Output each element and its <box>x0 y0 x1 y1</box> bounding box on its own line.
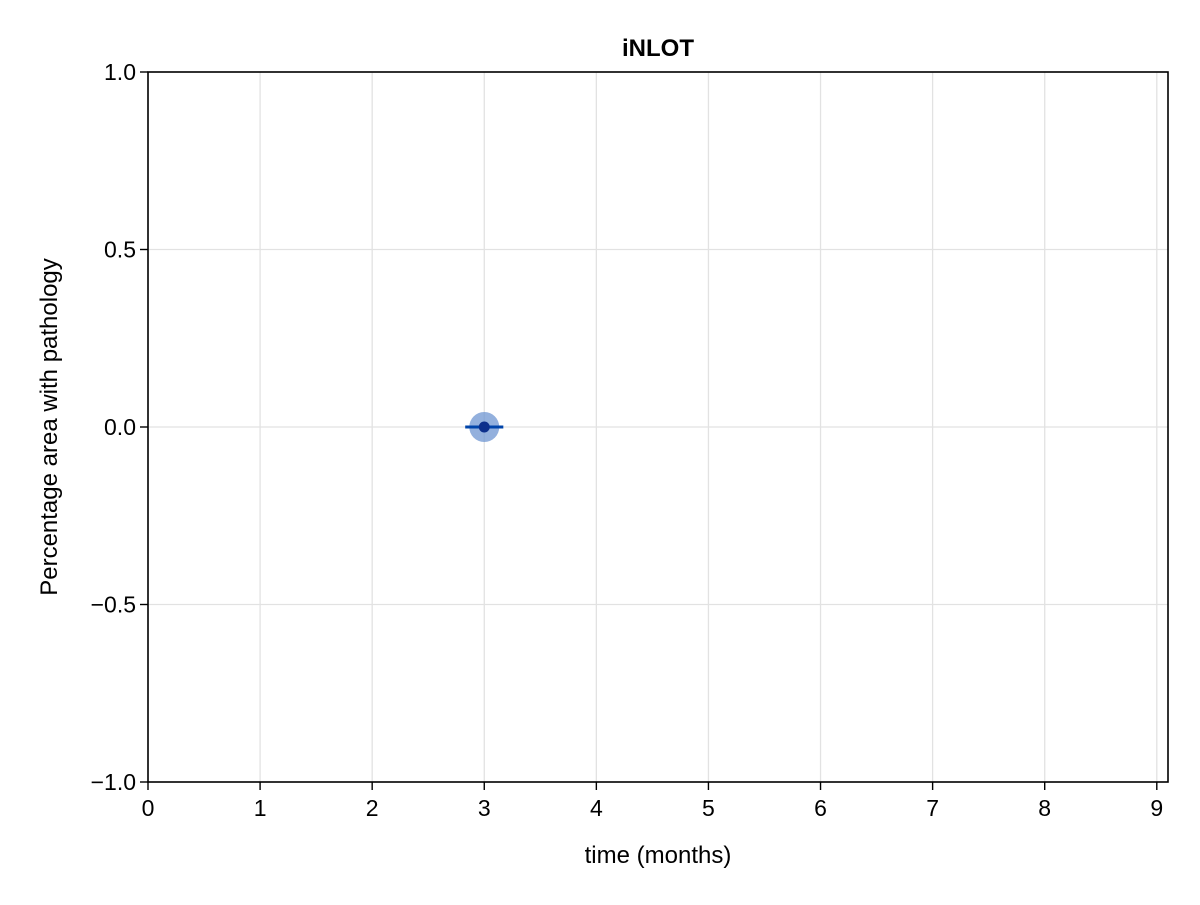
y-tick-label: 0.0 <box>104 414 136 440</box>
x-tick-label: 0 <box>142 795 155 821</box>
y-tick-label: 0.5 <box>104 237 136 263</box>
x-tick-label: 6 <box>814 795 827 821</box>
grid <box>147 71 1168 783</box>
chart-title: iNLOT <box>622 35 694 62</box>
ticks: 0 1 2 3 4 5 6 7 8 9 −1.0 −0.5 0.0 0.5 1.0 <box>91 59 1164 821</box>
x-tick-label: 1 <box>254 795 267 821</box>
x-tick-label: 3 <box>478 795 491 821</box>
x-tick-label: 7 <box>926 795 939 821</box>
x-tick-label: 9 <box>1150 795 1163 821</box>
x-tick-label: 5 <box>702 795 715 821</box>
y-tick-label: −1.0 <box>91 769 136 795</box>
y-tick-label: −0.5 <box>91 592 136 618</box>
data-point <box>478 421 490 433</box>
series <box>465 412 504 442</box>
x-tick-label: 2 <box>366 795 379 821</box>
x-tick-label: 4 <box>590 795 603 821</box>
y-tick-label: 1.0 <box>104 59 136 85</box>
x-axis-label: time (months) <box>585 842 732 869</box>
y-axis-label: Percentage area with pathology <box>36 258 63 596</box>
x-tick-label: 8 <box>1038 795 1051 821</box>
